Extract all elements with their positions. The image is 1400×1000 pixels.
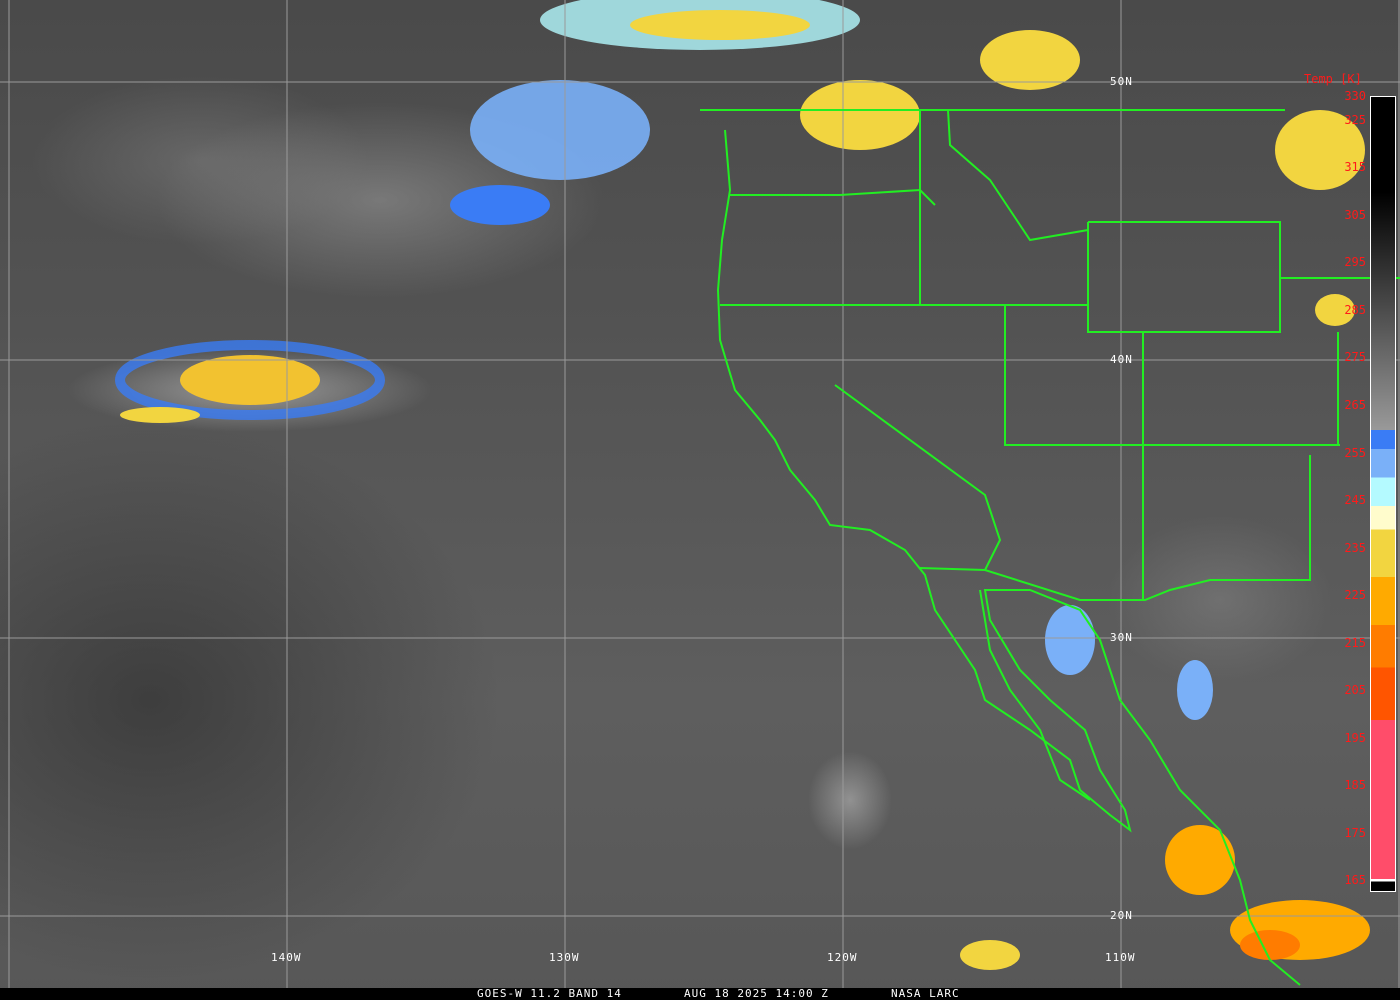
legend-tick: 175 xyxy=(1344,825,1366,840)
legend-tick: 305 xyxy=(1344,207,1366,222)
nevada-california xyxy=(834,384,1002,571)
lon-label-140w: 140W xyxy=(271,951,302,964)
lat-label-50n: 50N xyxy=(1110,75,1133,88)
lon-label-110w: 110W xyxy=(1105,951,1136,964)
coastline xyxy=(716,129,1301,986)
nevada-utah xyxy=(1004,305,1340,446)
legend-title: Temp [K] xyxy=(1304,72,1362,86)
legend-tick: 285 xyxy=(1344,302,1366,317)
caption-bar: GOES-W 11.2 BAND 14 AUG 18 2025 14:00 Z … xyxy=(0,988,1400,1000)
lon-label-130w: 130W xyxy=(549,951,580,964)
lat-label-30n: 30N xyxy=(1110,631,1133,644)
lat-label-20n: 20N xyxy=(1110,909,1133,922)
legend-tick: 195 xyxy=(1344,730,1366,745)
legend-tick: 225 xyxy=(1344,588,1366,603)
legend-tick: 265 xyxy=(1344,398,1366,413)
baja xyxy=(979,589,1091,801)
temperature-colorbar xyxy=(1370,96,1396,892)
legend-tick: 315 xyxy=(1344,160,1366,175)
cloud-tops xyxy=(115,0,1370,970)
legend-tick: 165 xyxy=(1344,873,1366,888)
legend-tick: 245 xyxy=(1344,493,1366,508)
legend-tick: 215 xyxy=(1344,635,1366,650)
lat-label-40n: 40N xyxy=(1110,353,1133,366)
legend-tick: 255 xyxy=(1344,445,1366,460)
credit-label: NASA LARC xyxy=(891,987,960,1000)
wyoming xyxy=(1087,221,1281,333)
montana xyxy=(947,109,1089,242)
legend-tick: 185 xyxy=(1344,778,1366,793)
legend-tick: 330 xyxy=(1344,89,1366,103)
us-mexico-border xyxy=(919,455,1311,601)
legend-tick: 235 xyxy=(1344,540,1366,555)
legend-tick: 295 xyxy=(1344,255,1366,270)
datetime-label: AUG 18 2025 14:00 Z xyxy=(684,987,829,1000)
political-borders xyxy=(700,109,1400,986)
lon-label-120w: 120W xyxy=(827,951,858,964)
legend-tick: 325 xyxy=(1344,112,1366,127)
oregon-washington xyxy=(730,188,936,206)
legend-tick: 205 xyxy=(1344,683,1366,698)
satellite-label: GOES-W 11.2 BAND 14 xyxy=(477,987,622,1000)
legend-tick: 275 xyxy=(1344,350,1366,365)
